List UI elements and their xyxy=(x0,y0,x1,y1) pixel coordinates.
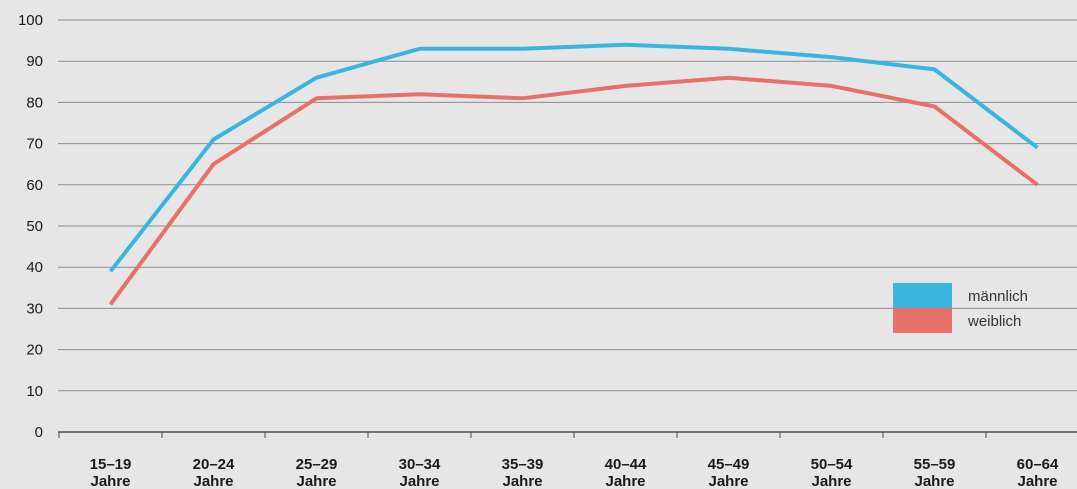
x-tick-label: Jahre xyxy=(1017,473,1057,489)
legend-label: männlich xyxy=(968,288,1028,305)
legend-swatch xyxy=(893,283,952,308)
x-tick-label: 15–19 xyxy=(90,456,132,473)
x-tick-label: 55–59 xyxy=(914,456,956,473)
x-tick-label: Jahre xyxy=(914,473,954,489)
y-tick-label: 30 xyxy=(26,300,43,317)
x-tick-label: 60–64 xyxy=(1017,456,1059,473)
x-tick-label: 50–54 xyxy=(811,456,853,473)
x-tick-label: 35–39 xyxy=(502,456,544,473)
y-tick-label: 20 xyxy=(26,342,43,359)
y-axis: 0 10 20 30 40 50 60 70 80 90 100 xyxy=(18,12,43,441)
x-tick-label: Jahre xyxy=(296,473,336,489)
x-tick-label: 30–34 xyxy=(399,456,441,473)
legend-label: weiblich xyxy=(967,313,1021,330)
legend-swatch xyxy=(893,308,952,333)
y-tick-label: 70 xyxy=(26,136,43,153)
x-tick-label: 25–29 xyxy=(296,456,338,473)
x-tick-label: Jahre xyxy=(811,473,851,489)
x-tick-label: 40–44 xyxy=(605,456,647,473)
grid xyxy=(58,19,1077,392)
x-tick-label: Jahre xyxy=(708,473,748,489)
x-tick-label: 20–24 xyxy=(193,456,235,473)
series-line-weiblich xyxy=(108,75,1039,306)
y-tick-label: 100 xyxy=(18,12,43,29)
y-tick-label: 60 xyxy=(26,177,43,194)
x-axis: 15–19Jahre20–24Jahre25–29Jahre30–34Jahre… xyxy=(58,431,1077,489)
y-tick-label: 90 xyxy=(26,53,43,70)
x-tick-label: Jahre xyxy=(90,473,130,489)
x-tick-label: 45–49 xyxy=(708,456,750,473)
y-tick-label: 40 xyxy=(26,259,43,276)
x-tick-label: Jahre xyxy=(193,473,233,489)
y-tick-label: 80 xyxy=(26,94,43,111)
x-tick-label: Jahre xyxy=(502,473,542,489)
series xyxy=(108,42,1039,306)
y-tick-label: 10 xyxy=(26,383,43,400)
x-tick-label: Jahre xyxy=(399,473,439,489)
y-tick-label: 0 xyxy=(35,424,43,441)
y-tick-label: 50 xyxy=(26,218,43,235)
series-line-maennlich xyxy=(108,42,1039,273)
x-tick-label: Jahre xyxy=(605,473,645,489)
legend: männlich weiblich xyxy=(893,283,1028,333)
